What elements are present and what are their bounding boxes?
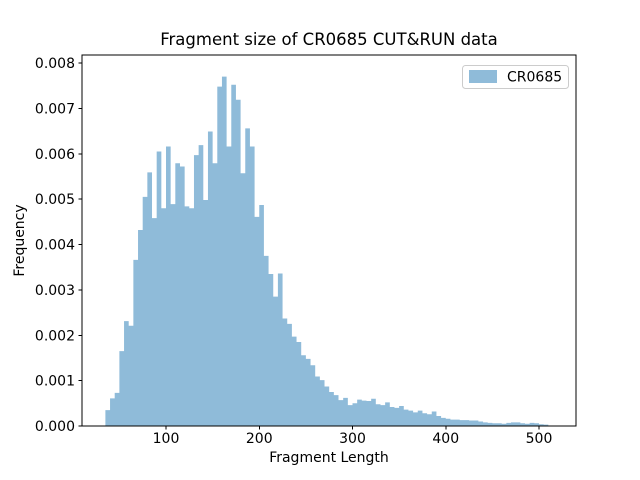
y-tick-label: 0.008: [35, 56, 75, 72]
legend: CR0685: [462, 65, 569, 89]
y-tick-label: 0.003: [35, 283, 75, 299]
y-tick-label: 0.001: [35, 374, 75, 390]
x-axis-label: Fragment Length: [269, 450, 389, 466]
axes-spines: [81, 54, 577, 427]
histogram-series: [105, 76, 549, 427]
y-axis-ticks: 0.000 0.001 0.002 0.003 0.004 0.005 0.006 0.007…: [35, 56, 82, 435]
histogram-bars: [105, 76, 549, 427]
y-tick-label: 0.005: [35, 192, 75, 208]
y-tick-label: 0.002: [35, 328, 75, 344]
chart-title: Fragment size of CR0685 CUT&RUN data: [160, 30, 498, 49]
x-tick-label: 500: [526, 431, 553, 447]
y-tick-label: 0.006: [35, 147, 75, 163]
y-tick-label: 0.004: [35, 238, 75, 254]
x-tick-label: 300: [339, 431, 366, 447]
y-tick-label: 0.007: [35, 101, 75, 117]
legend-color-patch-icon: [469, 70, 497, 83]
x-tick-label: 200: [246, 431, 273, 447]
x-axis-ticks: 100 200 300 400 500: [153, 426, 553, 447]
x-tick-label: 100: [153, 431, 180, 447]
y-axis-label: Frequency: [12, 204, 28, 276]
y-tick-label: 0.000: [35, 419, 75, 435]
x-tick-label: 400: [432, 431, 459, 447]
legend-label: CR0685: [507, 70, 562, 86]
